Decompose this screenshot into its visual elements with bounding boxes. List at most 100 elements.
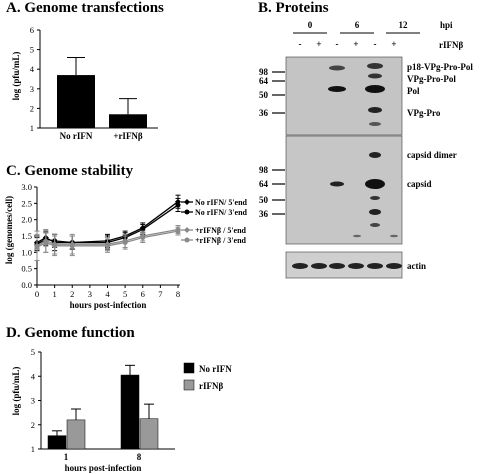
chart-c-ytick-label: 0.0: [21, 280, 32, 290]
blot-mid-membrane: [285, 135, 403, 245]
chart-c-point: [175, 228, 181, 234]
band-actin: [386, 263, 402, 269]
blot-top-band-label: Pol: [407, 86, 420, 96]
blot-mid-band-label: capsid: [407, 179, 432, 189]
chart-c-point: [140, 235, 146, 241]
chart-a-ytick-label: 5: [30, 45, 34, 55]
chart-c-ytick-label: 2.0: [21, 215, 32, 225]
chart-c-xtick-label: 1: [53, 289, 57, 299]
blot-top-mw-label: 64: [259, 76, 269, 86]
chart-c-legend-marker: [184, 227, 190, 233]
chart-a-xtick-1: +rIFNβ: [113, 131, 143, 141]
panel-c-title: C. Genome stability: [6, 163, 134, 179]
band-p18-12hpi: [367, 63, 383, 69]
chart-c-point: [43, 240, 49, 246]
band-deg2-12hpi: [369, 209, 381, 215]
chart-c-legend-marker: [184, 237, 190, 243]
chart-a-ytick-label: 2: [30, 103, 34, 113]
chart-c-legend-label: No rIFN/ 3'end: [195, 208, 248, 217]
band-pol-6hpi: [328, 86, 346, 92]
chart-c-xlabel: hours post-infection: [70, 300, 147, 310]
chart-a: log (pfu/mL) 1 2 3 4 5 6 No rIFN +rIFNβ: [11, 25, 158, 141]
blot-lane-sign: +: [353, 39, 358, 49]
chart-c-point: [69, 243, 75, 249]
band-faint-12hpi: [369, 122, 381, 126]
chart-d-ytick-label: 2: [31, 420, 35, 430]
chart-c-ytick-label: 2.5: [21, 198, 32, 208]
chart-a-ytick-label: 6: [30, 25, 34, 35]
band-actin: [292, 263, 308, 269]
blot-rifn-label: rIFNβ: [439, 40, 463, 50]
band-capsid-6hpi: [330, 181, 344, 187]
blot-mid-mw-label: 98: [259, 165, 269, 175]
chart-a-ytick-label: 4: [30, 64, 35, 74]
panel-a-title: A. Genome transfections: [6, 0, 164, 16]
chart-d-legend-swatch: [183, 379, 195, 391]
chart-d-bar: [139, 418, 159, 450]
blot-time-1: 6: [355, 20, 360, 30]
chart-d-legend-label: rIFNβ: [199, 381, 223, 391]
blot-mid-bands: [330, 152, 398, 238]
chart-a-ylabel: log (pfu/mL): [11, 52, 21, 101]
chart-a-xtick-0: No rIFN: [60, 131, 93, 141]
blot-hpi-label: hpi: [440, 20, 453, 30]
blot-top-mw-label: 50: [259, 90, 269, 100]
band-dimer-12hpi: [369, 152, 381, 158]
blot-lane-sign: -: [299, 39, 302, 49]
blot-mid-mw-label: 50: [259, 195, 269, 205]
chart-c: log (genomes/cell) 0.0 0.5 1.0 1.5 2.0 2.5 3.0…: [4, 182, 248, 310]
chart-c-xtick-label: 2: [70, 289, 74, 299]
chart-d-legend-label: No rIFN: [199, 364, 232, 374]
panel-b-title: B. Proteins: [258, 0, 329, 16]
chart-d-bar: [47, 435, 67, 450]
blot-time-2: 12: [399, 20, 409, 30]
blot-top-bands: [328, 63, 385, 126]
chart-c-ytick-label: 1.5: [21, 231, 32, 241]
chart-d-ytick-label: 3: [31, 396, 35, 406]
chart-c-point: [122, 240, 128, 246]
chart-c-point: [34, 244, 40, 250]
chart-d-xtick-1: 8: [137, 452, 142, 462]
band-actin: [348, 263, 364, 269]
band-faint-6hpi: [353, 234, 361, 238]
chart-c-ytick-label: 3.0: [21, 182, 32, 192]
chart-d-bar: [66, 419, 86, 450]
chart-c-xtick-label: 5: [123, 289, 127, 299]
band-capsid-12hpi: [365, 179, 385, 189]
blot-time-0: 0: [308, 20, 313, 30]
chart-d: log (pfu/mL) 1 2 3 4 5 1 8 hours post-infect…: [11, 347, 232, 473]
chart-c-legend-label: +rIFNβ / 3'end: [195, 236, 247, 245]
band-p18-6hpi: [329, 65, 345, 71]
chart-c-legend-label: +rIFNβ / 5'end: [195, 226, 247, 235]
chart-c-legend-marker: [184, 209, 190, 215]
blot-top-mw-label: 36: [259, 108, 269, 118]
blot-lane-sign: +: [391, 39, 396, 49]
blot-lane-sign: +: [316, 39, 321, 49]
chart-a-ytick-label: 1: [30, 123, 34, 133]
blot-lane-sign: -: [374, 39, 377, 49]
band-actin: [367, 263, 383, 269]
blot-lane-sign: -: [336, 39, 339, 49]
band-pol-12hpi: [365, 85, 385, 93]
chart-c-xtick-label: 0: [35, 289, 39, 299]
chart-c-point: [175, 202, 181, 208]
chart-d-legend-swatch: [183, 362, 195, 374]
band-actin: [311, 263, 327, 269]
band-actin: [329, 263, 345, 269]
chart-c-point: [105, 243, 110, 249]
chart-d-ytick-label: 4: [31, 371, 36, 381]
chart-a-bar: [57, 75, 95, 128]
blot-top-band-label: VPg-Pro: [407, 108, 441, 118]
blot-top-membrane: [285, 56, 403, 136]
blot-top-mw-label: 98: [259, 67, 269, 77]
panel-d-title: D. Genome function: [6, 325, 135, 341]
band-vpgpro-12hpi: [368, 107, 382, 113]
chart-a-ytick-label: 3: [30, 84, 34, 94]
blot-mid-mw-label: 64: [259, 179, 269, 189]
blot-top-band-label: p18-VPg-Pro-Pol: [407, 62, 473, 72]
band-deg3-12hpi: [370, 223, 380, 227]
band-faint-12hpi-plus: [390, 234, 398, 238]
chart-d-bar: [120, 374, 140, 450]
chart-c-ytick-label: 0.5: [21, 264, 32, 274]
